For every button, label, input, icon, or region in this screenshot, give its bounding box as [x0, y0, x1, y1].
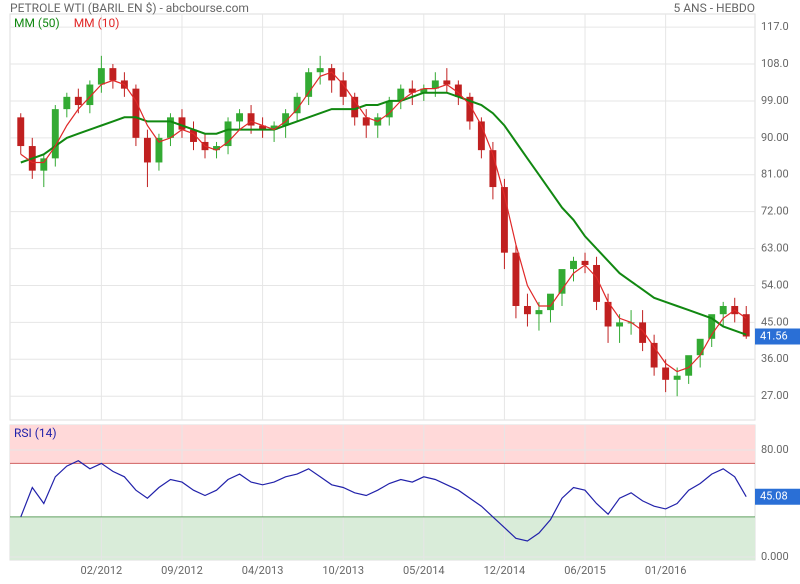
candle-body: [51, 109, 59, 159]
candle-body: [558, 269, 566, 294]
candle-body: [477, 121, 485, 151]
x-tick-label: 09/2012: [161, 564, 203, 577]
candle-body: [316, 68, 324, 73]
candle-body: [328, 68, 336, 81]
price-panel: [9, 13, 756, 421]
candle-body: [362, 117, 370, 126]
candle-body: [213, 146, 220, 151]
overbought-zone: [10, 425, 755, 464]
y-tick-label: 54.00: [761, 278, 789, 291]
last-price-box: [755, 328, 800, 345]
y-tick-label: 90.00: [761, 131, 789, 144]
candle-body: [97, 68, 105, 85]
candle-body: [523, 305, 531, 315]
chart-subtitle: 5 ANS - HEBDO: [674, 1, 756, 15]
candle-body: [662, 367, 670, 380]
candle-body: [40, 158, 48, 171]
x-tick-label: 01/2016: [645, 564, 687, 577]
x-tick-label: 05/2014: [403, 564, 445, 577]
candle-body: [408, 88, 416, 93]
candle-body: [454, 84, 462, 97]
candle-body: [420, 88, 428, 93]
y-tick-label: 27.00: [761, 389, 789, 402]
chart-title: PETROLE WTI (BARIL EN $) - abcbourse.com: [10, 1, 249, 15]
candle-body: [86, 84, 94, 106]
x-tick-label: 02/2012: [81, 564, 123, 577]
moving-average: [20, 91, 747, 336]
y-tick-label: 63.00: [761, 241, 789, 254]
last-rsi-box: [755, 488, 800, 505]
y-tick-label: 99.00: [761, 94, 789, 107]
y-tick-label: 0.000: [761, 550, 789, 563]
rsi-title: RSI (14): [14, 426, 57, 440]
y-tick-label: 36.00: [761, 352, 789, 365]
candle-body: [431, 80, 439, 89]
candle-body: [581, 260, 589, 265]
y-tick-label: 72.00: [761, 205, 789, 218]
y-tick-label: 108.0: [761, 57, 789, 70]
candle-body: [270, 125, 278, 130]
candle-body: [639, 322, 647, 343]
candle-body: [719, 305, 727, 315]
y-tick-label: 80.00: [761, 443, 789, 456]
candle-body: [293, 96, 301, 114]
candle-body: [351, 96, 359, 118]
candle-body: [109, 68, 117, 81]
last-rsi: 45.08: [760, 490, 788, 503]
candle-body: [143, 137, 151, 163]
candle-body: [178, 117, 186, 130]
candle-body: [339, 80, 347, 97]
candle-body: [17, 117, 25, 147]
candle-body: [512, 252, 520, 306]
rsi-line: [20, 460, 747, 542]
candle-body: [535, 310, 543, 315]
oversold-zone: [10, 516, 755, 560]
y-tick-label: 117.0: [761, 20, 789, 33]
candle-body: [63, 96, 71, 110]
x-tick-label: 04/2013: [242, 564, 284, 577]
candle-body: [236, 113, 244, 122]
candle-body: [489, 150, 497, 188]
legend-label: MM (10): [74, 16, 120, 30]
y-tick-label: 81.00: [761, 168, 789, 181]
x-tick-label: 06/2015: [564, 564, 606, 577]
candle-body: [247, 113, 255, 126]
candle-body: [570, 260, 577, 270]
candle-body: [167, 117, 174, 138]
x-tick-label: 12/2014: [484, 564, 526, 577]
candle-body: [282, 113, 290, 126]
candle-body: [500, 187, 508, 253]
candle-body: [397, 88, 405, 101]
moving-average: [20, 71, 747, 373]
candle-body: [685, 355, 693, 376]
candle-body: [385, 100, 393, 118]
candle-body: [74, 96, 82, 106]
candle-body: [593, 264, 600, 302]
candle-body: [708, 314, 716, 339]
candle-body: [742, 314, 750, 337]
candle-body: [616, 322, 624, 327]
candle-body: [190, 129, 197, 142]
candle-body: [650, 342, 658, 368]
candle-body: [466, 96, 474, 122]
y-tick-label: 45.00: [761, 315, 789, 328]
legend-label: MM (50): [14, 16, 60, 30]
last-price: 41.56: [760, 329, 788, 342]
candle-body: [604, 301, 612, 327]
candle-body: [673, 375, 681, 380]
x-tick-label: 10/2013: [322, 564, 364, 577]
candle-body: [259, 125, 267, 130]
candle-body: [547, 293, 554, 311]
candle-body: [155, 137, 163, 163]
candle-body: [696, 338, 704, 356]
candle-body: [443, 80, 451, 85]
candle-body: [305, 72, 313, 97]
candle-body: [132, 88, 140, 138]
candle-body: [224, 121, 232, 147]
